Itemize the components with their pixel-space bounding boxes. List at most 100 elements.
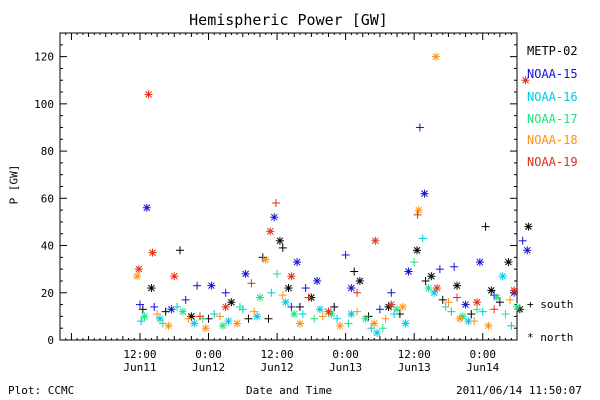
y-tick-label: 80 (41, 145, 54, 158)
north-point-marker (335, 321, 344, 330)
north-point-marker (233, 319, 242, 328)
north-point-marker (255, 293, 264, 302)
north-point-marker (361, 314, 370, 323)
north-point-marker (355, 276, 364, 285)
north-point-marker (142, 203, 151, 212)
y-tick-label: 120 (34, 51, 54, 64)
south-point-marker (387, 288, 396, 297)
north-point-marker (224, 317, 233, 326)
south-point-marker (518, 236, 527, 245)
north-point-marker (284, 284, 293, 293)
south-point-marker (250, 307, 259, 316)
x-tick-date-label: Jun13 (329, 361, 362, 374)
x-tick-time-label: 12:00 (123, 348, 156, 361)
north-point-marker (218, 321, 227, 330)
south-point-marker (153, 310, 162, 319)
north-point-marker (281, 298, 290, 307)
north-point-marker (190, 319, 199, 328)
north-point-marker (420, 189, 429, 198)
south-point-marker (181, 295, 190, 304)
south-point-marker (481, 222, 490, 231)
legend-entry-noaa-19: NOAA-19 (527, 155, 578, 169)
north-point-marker (315, 305, 324, 314)
chart-title: Hemispheric Power [GW] (189, 11, 388, 29)
south-point-marker (353, 288, 362, 297)
north-point-marker (170, 272, 179, 281)
south-point-marker (413, 210, 422, 219)
south-point-marker (221, 288, 230, 297)
south-point-marker (350, 267, 359, 276)
south-point-marker (441, 302, 450, 311)
legend-entry-noaa-17: NOAA-17 (527, 112, 578, 126)
y-tick-label: 60 (41, 192, 54, 205)
north-point-marker (461, 300, 470, 309)
south-point-marker (298, 310, 307, 319)
north-point-marker (424, 284, 433, 293)
south-point-marker (478, 307, 487, 316)
north-point-marker (290, 310, 299, 319)
north-point-marker (487, 286, 496, 295)
x-tick-time-label: 0:00 (332, 348, 359, 361)
north-point-marker (313, 276, 322, 285)
legend-entry-noaa-16: NOAA-16 (527, 90, 578, 104)
y-axis-label: P [GW] (7, 164, 21, 205)
south-point-marker (138, 305, 147, 314)
north-point-marker (201, 324, 210, 333)
x-tick-time-label: 0:00 (195, 348, 222, 361)
north-point-marker (387, 300, 396, 309)
north-point-marker (414, 206, 423, 215)
south-point-marker (184, 314, 193, 323)
x-axis-label: Date and Time (246, 384, 333, 397)
north-point-marker (498, 272, 507, 281)
south-point-marker (210, 310, 219, 319)
north-point-marker (178, 307, 187, 316)
north-point-marker (347, 310, 356, 319)
north-point-marker (370, 319, 379, 328)
north-point-marker (433, 284, 442, 293)
south-point-marker (341, 250, 350, 259)
south-point-marker (353, 307, 362, 316)
y-tick-label: 40 (41, 240, 54, 253)
x-tick-date-label: Jun12 (261, 361, 294, 374)
north-point-marker (324, 307, 333, 316)
north-point-marker (504, 258, 513, 267)
south-point-marker (301, 284, 310, 293)
south-point-marker (453, 293, 462, 302)
x-tick-date-label: Jun13 (398, 361, 431, 374)
south-point-marker (378, 324, 387, 333)
south-point-marker (507, 321, 516, 330)
south-point-marker (273, 269, 282, 278)
north-point-marker (133, 272, 142, 281)
north-point-marker (524, 222, 533, 231)
y-tick-label: 100 (34, 98, 54, 111)
south-point-marker (490, 305, 499, 314)
north-point-marker (453, 281, 462, 290)
north-point-marker (475, 258, 484, 267)
north-point-marker (404, 267, 413, 276)
south-point-marker (235, 302, 244, 311)
south-point-marker (344, 319, 353, 328)
south-point-marker (244, 314, 253, 323)
north-point-marker (295, 319, 304, 328)
north-point-marker (134, 265, 143, 274)
south-point-marker (175, 246, 184, 255)
south-point-marker (173, 302, 182, 311)
north-point-marker (430, 288, 439, 297)
north-point-marker (493, 293, 502, 302)
south-point-marker (450, 262, 459, 271)
legend-entry-noaa-18: NOAA-18 (527, 133, 578, 147)
north-point-marker (287, 272, 296, 281)
north-point-marker (164, 321, 173, 330)
legend-entry-metp-02: METP-02 (527, 44, 578, 58)
north-point-marker (261, 255, 270, 264)
north-point-marker (266, 227, 275, 236)
south-point-marker (193, 281, 202, 290)
south-point-marker (415, 123, 424, 132)
south-point-marker (438, 295, 447, 304)
north-point-marker (371, 236, 380, 245)
x-tick-date-label: Jun14 (466, 361, 499, 374)
south-point-marker (501, 310, 510, 319)
north-point-marker (401, 319, 410, 328)
north-point-marker (147, 284, 156, 293)
south-point-marker (467, 310, 476, 319)
